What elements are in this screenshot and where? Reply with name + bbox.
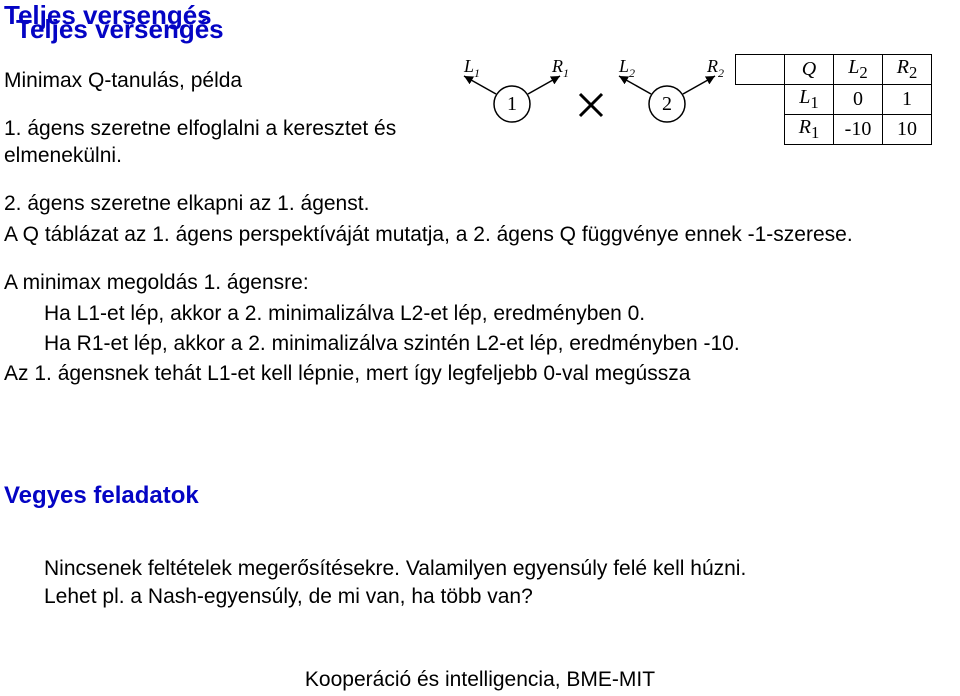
bottom-2: Lehet pl. a Nash-egyensúly, de mi van, h… bbox=[44, 584, 924, 610]
para-3: A Q táblázat az 1. ágens perspektíváját … bbox=[4, 222, 904, 248]
footer: Kooperáció és intelligencia, BME-MIT bbox=[0, 668, 960, 692]
table-val-21: -10 bbox=[834, 115, 883, 145]
table-val-12: 1 bbox=[883, 85, 932, 115]
bottom-block: Nincsenek feltételek megerősítésekre. Va… bbox=[44, 556, 924, 613]
solution-1: Ha L1-et lép, akkor a 2. minimalizálva L… bbox=[4, 301, 904, 327]
page-title-shadow: Teljes versengés bbox=[16, 14, 224, 45]
table-row-l1: L1 bbox=[785, 85, 834, 115]
state-diagram: 1 L1 R1 2 L2 R2 bbox=[452, 54, 762, 144]
intro-block: Minimax Q-tanulás, példa 1. ágens szeret… bbox=[4, 68, 434, 239]
table-val-22: 10 bbox=[883, 115, 932, 145]
bottom-1: Nincsenek feltételek megerősítésekre. Va… bbox=[44, 556, 924, 582]
table-header-l2: L2 bbox=[834, 55, 883, 85]
payoff-table: Q L2 R2 L1 0 1 R1 -10 10 bbox=[735, 54, 932, 145]
explanation-block: A Q táblázat az 1. ágens perspektíváját … bbox=[4, 222, 904, 391]
para-2: 2. ágens szeretne elkapni az 1. ágenst. bbox=[4, 191, 434, 217]
subtitle: Minimax Q-tanulás, példa bbox=[4, 68, 434, 94]
node-2-label: 2 bbox=[662, 93, 672, 115]
solution-2: Ha R1-et lép, akkor a 2. minimalizálva s… bbox=[4, 331, 904, 357]
solution-3: Az 1. ágensnek tehát L1-et kell lépnie, … bbox=[4, 361, 904, 387]
diagram-panel: 1 L1 R1 2 L2 R2 Q L2 R2 L1 0 1 bbox=[440, 42, 950, 162]
para-1: 1. ágens szeretne elfoglalni a keresztet… bbox=[4, 116, 434, 169]
table-blank bbox=[736, 55, 785, 85]
table-row-r1: R1 bbox=[785, 115, 834, 145]
table-val-11: 0 bbox=[834, 85, 883, 115]
node-1-label: 1 bbox=[507, 93, 517, 115]
solution-head: A minimax megoldás 1. ágensre: bbox=[4, 270, 904, 296]
table-header-r2: R2 bbox=[883, 55, 932, 85]
table-header-q: Q bbox=[785, 55, 834, 85]
section-heading: Vegyes feladatok bbox=[4, 482, 199, 510]
